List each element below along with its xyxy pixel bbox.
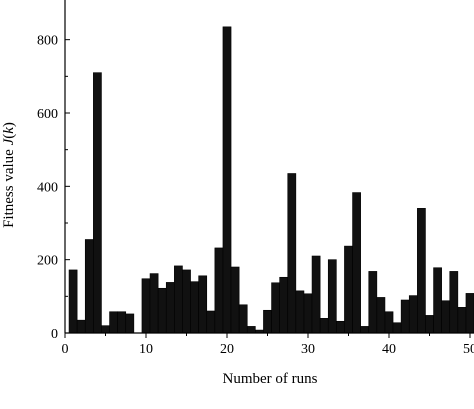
y-axis-title-arg: k	[1, 127, 17, 134]
bar	[344, 245, 353, 334]
bar	[190, 281, 199, 334]
bar	[400, 299, 410, 334]
x-axis-title: Number of runs	[223, 371, 318, 387]
x-tick-label: 0	[62, 342, 69, 357]
bar	[117, 311, 127, 334]
bar	[311, 255, 321, 334]
bar	[441, 300, 451, 334]
bar	[93, 72, 102, 334]
bar	[157, 287, 167, 334]
bar	[279, 276, 289, 334]
axes-group	[64, 0, 474, 334]
bar	[295, 290, 305, 334]
bar	[206, 310, 216, 334]
bar	[182, 269, 191, 334]
y-axis-title-open: (	[1, 134, 17, 139]
y-axis-title-var: J	[1, 137, 17, 145]
bar	[101, 325, 110, 334]
bar	[263, 309, 272, 334]
y-axis-title-close: )	[1, 122, 17, 127]
bar	[392, 322, 402, 334]
bar	[174, 265, 183, 334]
bar	[149, 273, 159, 334]
x-ticks-group: 0 10 20 30 40 50	[62, 333, 474, 357]
x-tick-label: 20	[220, 342, 234, 357]
x-tick-label: 10	[139, 342, 153, 357]
bar	[417, 208, 426, 334]
y-axis-title: Fitness value J(k)	[1, 122, 17, 228]
bar	[84, 239, 94, 334]
bar	[303, 293, 313, 334]
bar	[198, 275, 208, 334]
bar	[384, 311, 394, 334]
bar	[319, 318, 329, 334]
bar	[360, 326, 370, 334]
bar	[68, 269, 78, 334]
y-tick-label: 800	[37, 34, 58, 49]
y-tick-label: 600	[37, 107, 58, 122]
bar	[141, 278, 151, 334]
bar	[271, 282, 280, 334]
bar	[352, 192, 361, 334]
y-ticks-group: 0 200 400 600 800	[37, 34, 70, 342]
bar	[222, 26, 232, 334]
bar	[125, 313, 135, 334]
bar	[76, 319, 86, 334]
bar	[368, 271, 378, 334]
y-axis-title-prefix: Fitness value	[1, 145, 17, 228]
y-tick-label: 400	[37, 180, 58, 195]
bar	[465, 293, 474, 334]
bar	[230, 266, 240, 334]
x-tick-label: 40	[382, 342, 396, 357]
bar	[457, 307, 467, 334]
bars-group	[68, 26, 474, 334]
y-tick-label: 0	[51, 327, 58, 342]
bar	[408, 295, 418, 334]
bar	[327, 259, 337, 334]
bar	[336, 320, 345, 334]
bar	[109, 311, 118, 334]
bar	[214, 247, 224, 334]
bar	[376, 297, 386, 334]
bar	[246, 326, 256, 334]
bar	[433, 267, 442, 334]
bar	[425, 315, 434, 334]
bar	[449, 271, 459, 334]
x-tick-label: 50	[463, 342, 474, 357]
bar	[165, 282, 175, 334]
x-tick-label: 30	[301, 342, 315, 357]
y-tick-label: 200	[37, 254, 58, 269]
bar	[238, 304, 248, 334]
bar	[287, 173, 297, 334]
